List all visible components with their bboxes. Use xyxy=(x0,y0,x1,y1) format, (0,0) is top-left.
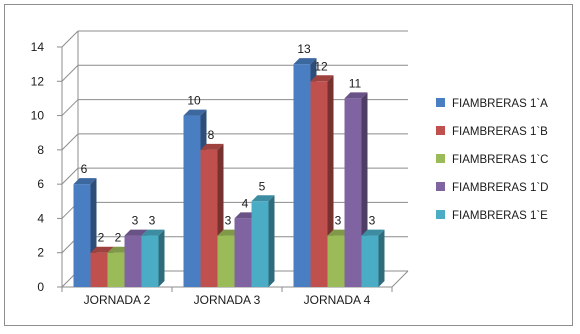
legend-swatch xyxy=(436,154,445,163)
bar-front xyxy=(310,81,328,288)
data-label: 3 xyxy=(369,214,376,228)
bar-top xyxy=(73,178,97,185)
x-tick-label: JORNADA 2 xyxy=(84,293,151,307)
y-tick-label: 2 xyxy=(37,246,44,260)
bar xyxy=(361,229,385,287)
bar-front xyxy=(124,235,142,287)
data-label: 10 xyxy=(187,94,201,108)
legend-swatch xyxy=(436,182,445,191)
bar-front xyxy=(293,64,311,288)
legend-item: FIAMBRERAS 1`C xyxy=(436,154,549,166)
x-tick-label: JORNADA 3 xyxy=(194,293,261,307)
data-label: 11 xyxy=(349,76,362,90)
legend-item: FIAMBRERAS 1`D xyxy=(436,182,549,194)
data-label: 6 xyxy=(81,162,88,176)
gridline-connector xyxy=(61,30,79,48)
bar-top xyxy=(124,229,148,236)
y-tick-label: 0 xyxy=(37,280,44,294)
bar-front xyxy=(234,218,252,287)
bar-front xyxy=(251,201,269,287)
data-label: 3 xyxy=(149,214,156,228)
bar-front xyxy=(183,115,201,287)
legend-label: FIAMBRERAS 1`A xyxy=(452,98,548,110)
data-label: 3 xyxy=(335,214,342,228)
legend-item: FIAMBRERAS 1`B xyxy=(436,126,548,138)
bar-top xyxy=(310,75,334,82)
y-tick-label: 14 xyxy=(31,40,45,54)
legend-swatch xyxy=(436,210,445,219)
bar-top xyxy=(251,195,275,202)
legend-label: FIAMBRERAS 1`C xyxy=(452,154,549,166)
bar-top xyxy=(361,229,385,236)
bar-front xyxy=(90,252,108,287)
data-label: 13 xyxy=(297,42,311,56)
bar-front xyxy=(73,184,91,287)
legend-item: FIAMBRERAS 1`A xyxy=(436,98,548,110)
bar-front xyxy=(327,235,345,287)
bar-side xyxy=(268,195,275,287)
legend-swatch xyxy=(436,98,445,107)
bar-front xyxy=(141,235,159,287)
data-label: 2 xyxy=(115,231,122,245)
bar-top xyxy=(344,92,368,99)
bar-front xyxy=(361,235,379,287)
legend-label: FIAMBRERAS 1`D xyxy=(452,182,549,194)
x-tick-label: JORNADA 4 xyxy=(304,293,371,307)
data-label: 4 xyxy=(242,196,249,210)
bar xyxy=(141,229,165,287)
data-label: 12 xyxy=(314,59,328,73)
bar-top xyxy=(183,109,207,116)
y-tick-label: 4 xyxy=(37,211,44,225)
legend-label: FIAMBRERAS 1`B xyxy=(452,126,548,138)
bar xyxy=(251,195,275,287)
bars xyxy=(73,58,385,288)
gridline-connector xyxy=(61,99,79,116)
bar-front xyxy=(217,235,235,287)
y-tick-label: 10 xyxy=(31,109,45,123)
y-tick-label: 6 xyxy=(37,177,44,191)
legend-item: FIAMBRERAS 1`E xyxy=(436,210,548,222)
bar-front xyxy=(200,149,218,287)
gridline-connector xyxy=(61,133,79,151)
data-label: 3 xyxy=(132,214,139,228)
legend-label: FIAMBRERAS 1`E xyxy=(452,210,548,222)
gridline-connector xyxy=(61,167,79,185)
bar-side xyxy=(378,229,385,287)
gridline-connector xyxy=(61,64,79,82)
bar-top xyxy=(293,58,317,65)
legend-swatch xyxy=(436,126,445,135)
data-label: 5 xyxy=(259,179,266,193)
y-tick-label: 8 xyxy=(37,143,44,157)
data-label: 8 xyxy=(208,128,215,142)
floor-edge xyxy=(391,270,409,288)
legend: FIAMBRERAS 1`A FIAMBRERAS 1`B FIAMBRERAS 1… xyxy=(436,98,549,222)
bar-front xyxy=(107,252,125,287)
bar-front xyxy=(344,98,362,287)
bar-top xyxy=(90,246,114,253)
data-label: 2 xyxy=(98,231,105,245)
data-label: 3 xyxy=(225,214,232,228)
bar-side xyxy=(158,229,165,287)
bar-top xyxy=(200,143,224,150)
bar-top xyxy=(141,229,165,236)
y-tick-label: 12 xyxy=(31,74,45,88)
